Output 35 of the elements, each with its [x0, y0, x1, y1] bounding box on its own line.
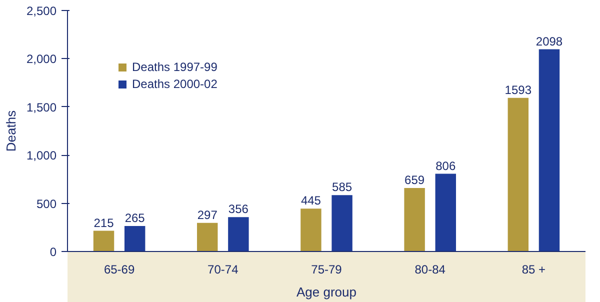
bar [93, 230, 114, 252]
data-label: 659 [404, 172, 425, 187]
bar [538, 49, 560, 252]
y-tick-label: 2,000 [26, 52, 57, 66]
legend-label: Deaths 1997-99 [132, 60, 218, 74]
bar [508, 98, 529, 252]
data-label: 585 [332, 180, 352, 194]
x-tick-label: 65-69 [104, 262, 135, 276]
data-label: 297 [197, 208, 218, 222]
x-tick-label: 70-74 [208, 262, 239, 276]
legend-label: Deaths 2000-02 [132, 77, 218, 91]
data-label: 806 [436, 158, 456, 173]
data-label: 265 [124, 210, 146, 225]
bar [404, 188, 425, 252]
data-label: 1593 [504, 82, 532, 97]
data-label: 2098 [536, 34, 563, 48]
data-label: 215 [94, 216, 114, 230]
x-axis-title: Age group [296, 284, 357, 300]
y-axis-title: Deaths [3, 110, 18, 152]
bar [435, 174, 456, 252]
bar [332, 195, 352, 252]
x-tick-label: 80-84 [414, 262, 446, 276]
bar [124, 226, 146, 252]
data-label: 445 [300, 194, 322, 208]
y-tick-label: 1,000 [26, 148, 57, 163]
bar [197, 222, 218, 252]
y-tick-label: 1,500 [26, 100, 57, 114]
y-tick-label: 500 [36, 196, 57, 211]
y-tick-label: 2,500 [26, 4, 57, 18]
data-label: 356 [228, 202, 249, 216]
bar [300, 208, 322, 252]
x-tick-label: 75-79 [311, 262, 342, 276]
bar [228, 217, 249, 252]
x-tick-label: 85 + [522, 262, 546, 276]
y-tick-label: 0 [50, 245, 57, 259]
